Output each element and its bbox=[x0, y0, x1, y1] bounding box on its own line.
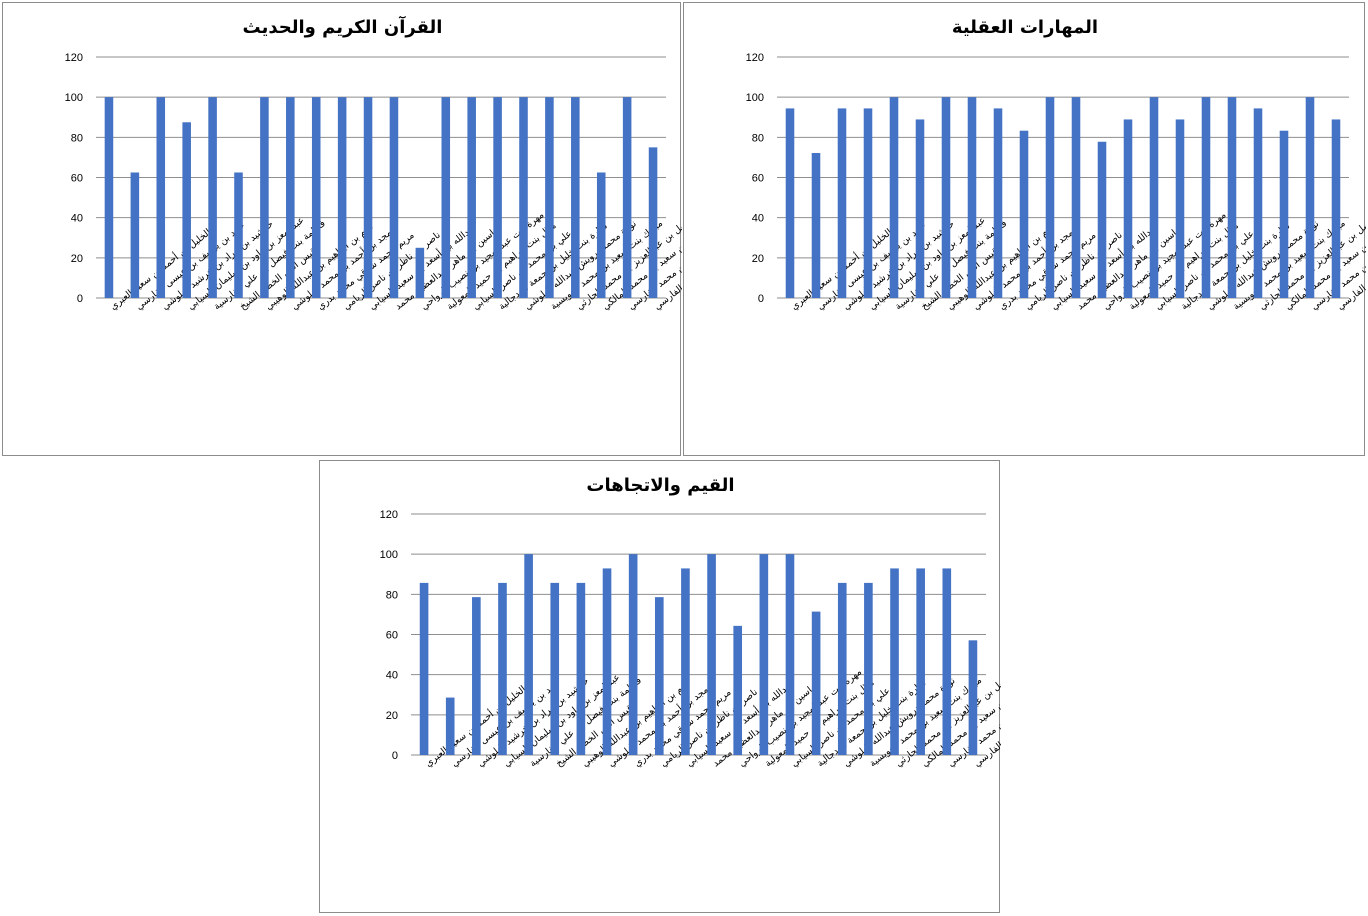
bar bbox=[467, 97, 476, 299]
bar bbox=[1279, 130, 1289, 298]
bar bbox=[363, 97, 373, 299]
bar bbox=[759, 554, 769, 755]
y-tick-label: 120 bbox=[746, 52, 764, 64]
bar bbox=[942, 568, 952, 755]
y-tick-label: 60 bbox=[71, 173, 83, 185]
bar bbox=[1149, 97, 1159, 299]
bar bbox=[811, 152, 821, 298]
bar bbox=[681, 568, 690, 755]
y-tick-label: 40 bbox=[386, 670, 398, 682]
bar bbox=[1253, 108, 1263, 298]
bar bbox=[915, 119, 925, 298]
chart-quran-hadith: القرآن الكريم والحديث 0 20 40 60 80 100 120 الخل… bbox=[2, 2, 682, 456]
y-tick-label: 0 bbox=[77, 293, 83, 305]
bar bbox=[1045, 97, 1055, 299]
bar bbox=[654, 597, 664, 755]
bar bbox=[622, 97, 632, 299]
bar bbox=[182, 122, 191, 298]
y-tick-label: 120 bbox=[65, 52, 83, 64]
y-tick-label: 100 bbox=[380, 549, 398, 561]
bar bbox=[576, 582, 586, 755]
bar bbox=[441, 97, 451, 299]
bar bbox=[993, 108, 1003, 298]
bar bbox=[104, 97, 114, 299]
bar bbox=[519, 97, 528, 299]
bar bbox=[337, 97, 347, 299]
bar bbox=[415, 247, 425, 298]
chart-title: القرآن الكريم والحديث bbox=[243, 15, 443, 38]
bar bbox=[811, 611, 821, 755]
bar bbox=[916, 568, 925, 755]
y-tick-label: 20 bbox=[752, 253, 764, 265]
bar bbox=[156, 97, 166, 299]
y-tick-label: 0 bbox=[392, 750, 398, 762]
bar bbox=[1305, 97, 1315, 299]
bar bbox=[628, 554, 638, 755]
bar bbox=[1331, 119, 1341, 298]
y-tick-label: 20 bbox=[71, 253, 83, 265]
y-tick-label: 100 bbox=[65, 92, 83, 104]
y-tick-label: 80 bbox=[71, 132, 83, 144]
chart-mental-skills: المهارات العقلية 0 20 40 60 80 100 120 الخليل بن… bbox=[683, 2, 1366, 456]
bar bbox=[524, 554, 533, 755]
bar bbox=[602, 568, 612, 755]
y-tick-label: 100 bbox=[746, 92, 764, 104]
bar bbox=[864, 582, 873, 755]
bar bbox=[550, 582, 560, 755]
bar bbox=[707, 554, 716, 755]
chart-values-attitudes: القيم والاتجاهات 0 20 40 60 80 100 120 الخليل بن… bbox=[319, 460, 1001, 913]
bar bbox=[863, 108, 873, 298]
bar bbox=[837, 108, 847, 298]
bar bbox=[472, 597, 481, 755]
bar bbox=[1175, 119, 1185, 298]
chart-title: المهارات العقلية bbox=[952, 17, 1098, 38]
y-tick-label: 120 bbox=[380, 509, 398, 521]
y-tick-label: 20 bbox=[386, 710, 398, 722]
y-tick-label: 40 bbox=[71, 213, 83, 225]
y-tick-label: 40 bbox=[752, 213, 764, 225]
y-tick-label: 60 bbox=[386, 630, 398, 642]
bar bbox=[1123, 119, 1133, 298]
bar bbox=[890, 568, 899, 755]
bar bbox=[1227, 97, 1237, 299]
bar bbox=[445, 697, 455, 755]
y-tick-label: 0 bbox=[758, 293, 764, 305]
chart-quran-hadith-svg: القرآن الكريم والحديث020406080100120الخل… bbox=[65, 15, 682, 312]
bar bbox=[733, 625, 743, 755]
bar bbox=[419, 582, 429, 755]
bar bbox=[1071, 97, 1081, 299]
y-tick-label: 80 bbox=[752, 132, 764, 144]
bar bbox=[596, 172, 606, 298]
y-tick-label: 80 bbox=[386, 589, 398, 601]
bar bbox=[837, 582, 847, 755]
bar bbox=[785, 108, 795, 298]
bar bbox=[545, 97, 554, 299]
bar bbox=[571, 97, 580, 299]
bar bbox=[889, 97, 899, 299]
bar bbox=[208, 97, 217, 299]
bar bbox=[493, 97, 502, 299]
bar bbox=[311, 97, 321, 299]
bar bbox=[1019, 130, 1029, 298]
chart-title: القيم والاتجاهات bbox=[586, 475, 734, 496]
y-tick-label: 60 bbox=[752, 173, 764, 185]
bar bbox=[286, 97, 295, 299]
bar bbox=[130, 172, 140, 298]
bar bbox=[785, 554, 795, 755]
bar bbox=[648, 147, 658, 298]
bar bbox=[968, 640, 978, 755]
bar bbox=[941, 97, 951, 299]
bar bbox=[967, 97, 977, 299]
bar bbox=[1201, 97, 1211, 299]
bar bbox=[260, 97, 269, 299]
bar bbox=[389, 97, 399, 299]
bar bbox=[234, 172, 243, 298]
bar bbox=[498, 582, 507, 755]
bar bbox=[1097, 141, 1107, 298]
